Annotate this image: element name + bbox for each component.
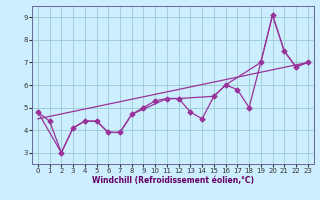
X-axis label: Windchill (Refroidissement éolien,°C): Windchill (Refroidissement éolien,°C): [92, 176, 254, 185]
